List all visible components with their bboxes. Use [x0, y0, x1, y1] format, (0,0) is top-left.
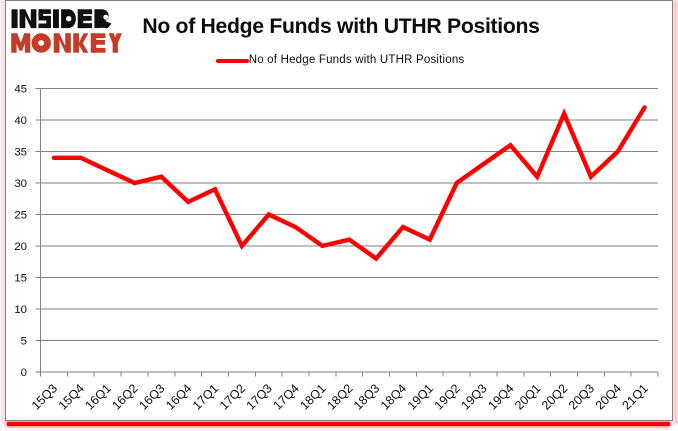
svg-text:15Q3: 15Q3: [29, 381, 60, 412]
svg-text:25: 25: [14, 210, 27, 222]
svg-text:17Q3: 17Q3: [244, 381, 275, 412]
svg-text:0: 0: [21, 367, 27, 379]
svg-text:21Q1: 21Q1: [619, 381, 650, 412]
svg-text:40: 40: [14, 115, 27, 127]
svg-text:19Q4: 19Q4: [485, 381, 516, 412]
svg-text:20Q2: 20Q2: [539, 381, 570, 412]
svg-text:16Q4: 16Q4: [163, 381, 194, 412]
svg-text:15Q4: 15Q4: [56, 381, 87, 412]
svg-text:16Q1: 16Q1: [82, 381, 113, 412]
svg-text:10: 10: [14, 304, 27, 316]
svg-text:45: 45: [14, 84, 27, 96]
svg-text:35: 35: [14, 147, 27, 159]
svg-text:20Q4: 20Q4: [593, 381, 624, 412]
svg-text:20Q3: 20Q3: [566, 381, 597, 412]
svg-text:5: 5: [21, 336, 27, 348]
svg-text:19Q2: 19Q2: [432, 381, 463, 412]
svg-text:18Q3: 18Q3: [351, 381, 382, 412]
svg-text:18Q4: 18Q4: [378, 381, 409, 412]
svg-text:16Q2: 16Q2: [109, 381, 140, 412]
svg-text:19Q3: 19Q3: [458, 381, 489, 412]
svg-text:17Q1: 17Q1: [190, 381, 221, 412]
svg-text:20: 20: [14, 241, 27, 253]
svg-text:18Q2: 18Q2: [324, 381, 355, 412]
svg-text:18Q1: 18Q1: [297, 381, 328, 412]
svg-text:17Q2: 17Q2: [217, 381, 248, 412]
svg-text:16Q3: 16Q3: [136, 381, 167, 412]
svg-text:30: 30: [14, 178, 27, 190]
svg-text:17Q4: 17Q4: [270, 381, 301, 412]
svg-text:20Q1: 20Q1: [512, 381, 543, 412]
svg-text:19Q1: 19Q1: [405, 381, 436, 412]
svg-text:15: 15: [14, 273, 27, 285]
